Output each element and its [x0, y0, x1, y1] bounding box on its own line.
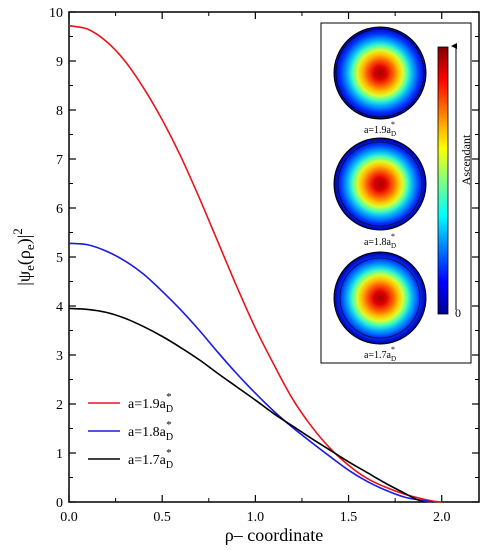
inset-panel-1: a=1.9aD* — [333, 26, 427, 138]
legend-label-3: a=1.7aD* — [128, 447, 173, 471]
series-line-1 — [68, 24, 442, 503]
colorbar-gradient — [437, 46, 449, 315]
legend: a=1.9aD* a=1.8aD* a=1.7aD* — [88, 391, 173, 471]
inset-label-1: a=1.9aD* — [364, 120, 396, 138]
y-tick-label-8: 8 — [56, 104, 63, 119]
x-tick-label-4: 2.0 — [433, 510, 451, 525]
heatmap-rim-1 — [333, 26, 427, 120]
heatmap-boundary-1 — [335, 28, 425, 118]
y-tick-label-4: 4 — [56, 300, 63, 315]
legend-item-1: a=1.9aD* — [88, 391, 173, 415]
inset: a=1.9aD* a=1.8aD* a=1.7aD* Ascendant 0 — [320, 22, 473, 364]
heatmap-rim-2 — [333, 137, 427, 231]
y-tick-label-1: 1 — [56, 447, 63, 462]
inset-label-2: a=1.8aD* — [364, 232, 396, 250]
legend-label-2: a=1.8aD* — [128, 419, 173, 443]
heatmap-disk-3 — [334, 252, 426, 344]
y-axis-title: |ψe(ρe)|2 — [10, 228, 37, 286]
x-tick-label-0: 0.0 — [60, 510, 78, 525]
y-tick-label-2: 2 — [56, 398, 63, 413]
axis-tick-labels: 0.0 0.5 1.0 1.5 2.0 0 1 2 3 4 5 6 7 8 9 10 — [49, 6, 450, 525]
legend-label-1: a=1.9aD* — [128, 391, 173, 415]
heatmap-boundary-2 — [337, 141, 423, 227]
colorbar-zero-label: 0 — [455, 306, 461, 320]
inset-panel-3: a=1.7aD* — [333, 251, 427, 363]
y-tick-label-3: 3 — [56, 349, 63, 364]
x-tick-label-3: 1.5 — [340, 510, 358, 525]
heatmap-disk-1 — [334, 27, 426, 119]
legend-item-2: a=1.8aD* — [88, 419, 173, 443]
x-axis-title: ρ– coordinate — [225, 525, 323, 545]
x-tick-label-1: 0.5 — [153, 510, 171, 525]
colorbar-label: Ascendant — [459, 134, 473, 185]
series-line-3 — [68, 307, 424, 503]
y-tick-label-0: 0 — [56, 496, 63, 511]
legend-item-3: a=1.7aD* — [88, 447, 173, 471]
y-tick-label-6: 6 — [56, 202, 63, 217]
y-tick-label-10: 10 — [49, 6, 63, 21]
y-tick-label-7: 7 — [56, 153, 63, 168]
inset-label-3: a=1.7aD* — [364, 345, 396, 363]
inset-panel-2: a=1.8aD* — [333, 137, 427, 250]
y-tick-label-9: 9 — [56, 55, 63, 70]
series-line-2 — [68, 242, 433, 503]
colorbar: Ascendant 0 — [437, 43, 473, 320]
heatmap-disk-2 — [334, 138, 426, 230]
axis-ticks — [68, 11, 479, 503]
series-lines — [68, 24, 442, 503]
x-tick-label-2: 1.0 — [247, 510, 265, 525]
y-tick-label-5: 5 — [56, 251, 63, 266]
heatmap-rim-3 — [333, 251, 427, 345]
heatmap-boundary-3 — [339, 257, 421, 339]
